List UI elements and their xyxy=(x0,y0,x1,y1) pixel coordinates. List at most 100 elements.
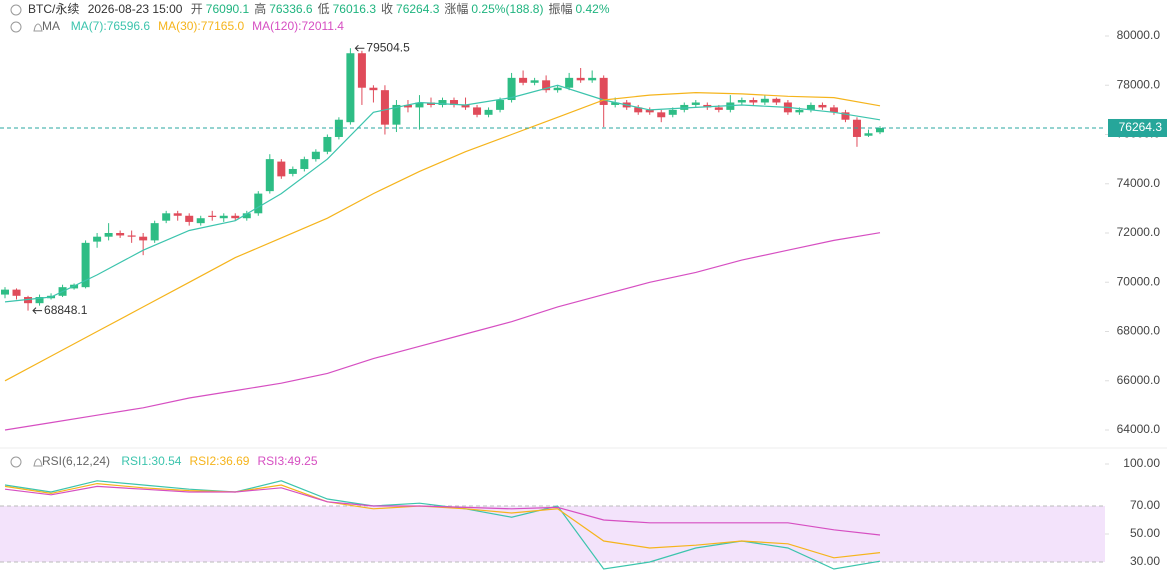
candle-body xyxy=(542,80,551,91)
extreme-label: 79504.5 xyxy=(366,40,410,54)
y-tick-label: 68000.0 xyxy=(1117,324,1161,338)
candle-body xyxy=(772,98,781,103)
collapse-icon[interactable] xyxy=(10,4,22,16)
bell-icon xyxy=(33,458,43,467)
arrow xyxy=(354,44,365,52)
candle-body xyxy=(288,168,297,174)
candle-body xyxy=(473,107,482,115)
candle-body xyxy=(438,100,447,105)
candle-body xyxy=(657,112,666,118)
candle-body xyxy=(680,104,689,110)
candle-body xyxy=(450,100,459,105)
candle-body xyxy=(300,159,309,169)
ma-title: MA xyxy=(42,19,60,33)
y-tick-label: 50.00 xyxy=(1130,526,1160,540)
candle-body xyxy=(311,151,320,160)
field-label: 振幅 xyxy=(548,1,572,16)
bell-icon xyxy=(33,23,43,32)
y-tick-label: 64000.0 xyxy=(1117,422,1161,436)
indicator-line xyxy=(4,485,881,536)
candle-body xyxy=(760,98,769,103)
candle-body xyxy=(242,213,251,219)
y-tick-label: 72000.0 xyxy=(1117,225,1161,239)
candle-body xyxy=(127,235,136,237)
legend-entry: MA(120):72011.4 xyxy=(252,19,344,33)
collapse-icon[interactable] xyxy=(10,21,22,33)
candle-body xyxy=(104,233,113,237)
candle-body xyxy=(1,289,9,295)
symbol: BTC/永续 xyxy=(28,2,79,16)
candle-body xyxy=(645,109,654,113)
rsi-legend: RSI(6,12,24) RSI1:30.54 RSI2:36.69 RSI3:49… xyxy=(42,454,318,468)
legend-entry: RSI2:36.69 xyxy=(189,454,249,468)
candle-body xyxy=(150,223,159,241)
y-tick-label: 74000.0 xyxy=(1117,176,1161,190)
candle-body xyxy=(714,107,723,110)
candle-body xyxy=(507,77,516,101)
field-label: 收 xyxy=(381,2,393,16)
candle-body xyxy=(576,77,585,81)
field-value: 0.42% xyxy=(575,2,609,16)
candle-body xyxy=(806,104,815,110)
extreme-label: 68848.1 xyxy=(44,303,88,317)
candle-body xyxy=(81,242,90,288)
legend-entry: RSI1:30.54 xyxy=(121,454,181,468)
legend-entry: MA(30):77165.0 xyxy=(158,19,244,33)
candle-body xyxy=(461,104,470,108)
y-tick-label: 66000.0 xyxy=(1117,373,1161,387)
candle-body xyxy=(496,100,505,110)
candle-body xyxy=(392,104,401,125)
field-label: 开 xyxy=(191,2,203,16)
indicator-line xyxy=(4,91,881,382)
candle-body xyxy=(668,109,677,115)
field-value: 76016.3 xyxy=(333,2,377,16)
candle-body xyxy=(553,87,562,91)
candle-body xyxy=(173,213,182,216)
y-tick-label: 80000.0 xyxy=(1117,28,1161,42)
y-tick-label: 30.00 xyxy=(1130,554,1160,568)
candle-body xyxy=(703,104,712,108)
candle-body xyxy=(380,90,389,125)
candle-body xyxy=(565,77,574,88)
candle-body xyxy=(231,215,240,219)
rsi-band xyxy=(0,506,1105,562)
candle-body xyxy=(484,109,493,115)
candle-body xyxy=(588,77,597,81)
candle-body xyxy=(162,213,171,221)
indicator-line xyxy=(4,232,881,431)
candle-body xyxy=(12,289,21,296)
candle-body xyxy=(795,109,804,113)
field-value: 76336.6 xyxy=(269,2,313,16)
field-value: 0.25%(188.8) xyxy=(471,2,543,16)
ma-legend: MA MA(7):76596.6 MA(30):77165.0 MA(120):72… xyxy=(42,19,344,33)
field-label: 高 xyxy=(254,1,266,16)
collapse-icon[interactable] xyxy=(10,456,22,468)
candle-body xyxy=(323,136,332,152)
candle-body xyxy=(876,127,884,133)
candle-body xyxy=(139,236,148,241)
candle-body xyxy=(749,100,758,103)
candle-body xyxy=(24,297,33,304)
field-label: 低 xyxy=(318,2,330,16)
field-label: 涨幅 xyxy=(444,1,468,16)
rsi-title: RSI(6,12,24) xyxy=(42,454,110,468)
y-tick-label: 70000.0 xyxy=(1117,274,1161,288)
candle-body xyxy=(530,80,539,83)
field-value: 76090.1 xyxy=(206,2,250,16)
candle-body xyxy=(611,102,620,105)
candle-body xyxy=(254,193,263,214)
candle-body xyxy=(369,87,378,91)
candle-body xyxy=(196,218,205,224)
legend-entry: MA(7):76596.6 xyxy=(71,19,151,33)
indicator-line xyxy=(4,482,881,559)
candle-body xyxy=(346,53,355,123)
candle-body xyxy=(829,107,838,113)
arrow xyxy=(32,307,43,314)
price-tag-label: 76264.3 xyxy=(1119,120,1163,134)
y-tick-label: 78000.0 xyxy=(1117,77,1161,91)
header: BTC/永续 2026-08-23 15:00 开 76090.1 高 76336.6… xyxy=(28,1,610,16)
candle-body xyxy=(841,112,850,120)
candle-body xyxy=(415,102,424,108)
